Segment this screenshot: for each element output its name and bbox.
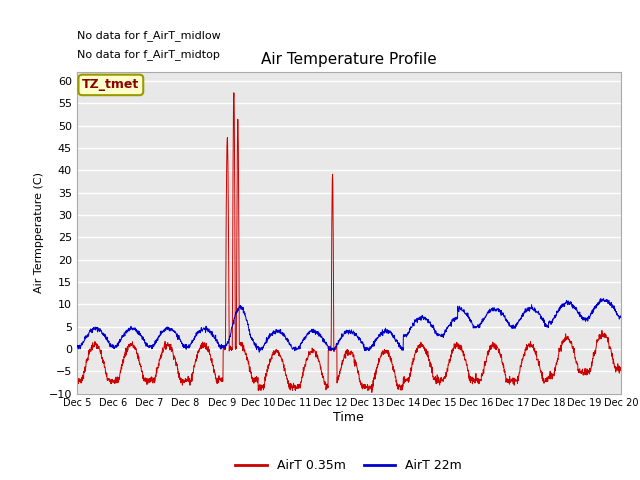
Text: TZ_tmet: TZ_tmet: [82, 78, 140, 91]
Y-axis label: Air Termpperature (C): Air Termpperature (C): [35, 172, 44, 293]
Text: No data for f_AirT_midlow: No data for f_AirT_midlow: [77, 30, 221, 41]
Title: Air Temperature Profile: Air Temperature Profile: [261, 52, 436, 67]
X-axis label: Time: Time: [333, 411, 364, 424]
Text: No data for f_AirT_midtop: No data for f_AirT_midtop: [77, 49, 220, 60]
Legend: AirT 0.35m, AirT 22m: AirT 0.35m, AirT 22m: [230, 455, 467, 478]
